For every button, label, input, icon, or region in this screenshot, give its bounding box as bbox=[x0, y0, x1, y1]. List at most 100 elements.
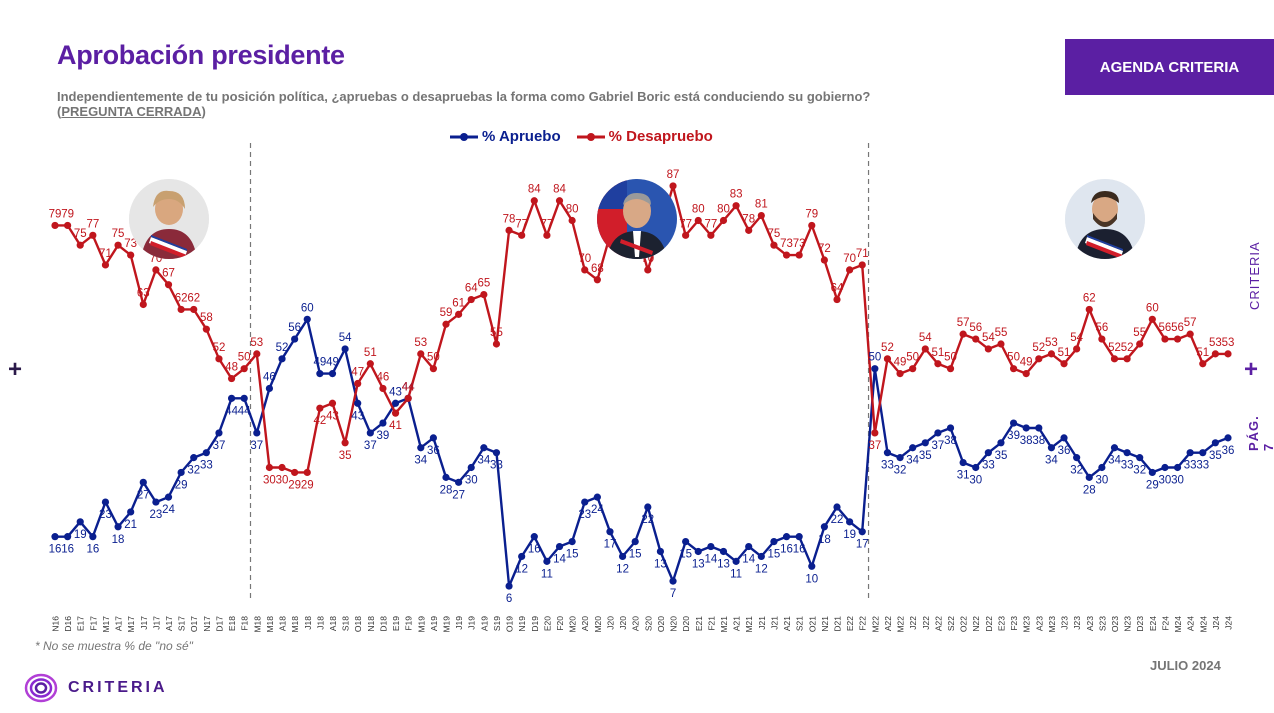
x-tick-label: M24 bbox=[1198, 616, 1208, 633]
data-point bbox=[404, 394, 412, 402]
data-point bbox=[909, 365, 917, 373]
x-tick-label: A22 bbox=[933, 616, 943, 631]
x-tick-label: A23 bbox=[1034, 616, 1044, 631]
data-label: 78 bbox=[742, 213, 755, 225]
data-label: 36 bbox=[1058, 445, 1071, 457]
data-point bbox=[190, 454, 198, 462]
data-point bbox=[820, 256, 828, 264]
data-point bbox=[921, 345, 929, 353]
data-point bbox=[265, 384, 274, 393]
question-tag-label: PREGUNTA CERRADA bbox=[61, 104, 202, 119]
data-point bbox=[757, 552, 765, 561]
page-number-label: PÁG. 7 bbox=[1246, 415, 1274, 451]
data-point bbox=[227, 374, 236, 383]
x-tick-label: A19 bbox=[429, 616, 439, 631]
data-point bbox=[1136, 454, 1144, 462]
x-tick-label: J20 bbox=[606, 616, 616, 630]
data-point bbox=[984, 345, 992, 353]
data-point bbox=[76, 518, 84, 526]
data-label: 28 bbox=[440, 484, 453, 496]
data-point bbox=[820, 523, 828, 531]
data-point bbox=[555, 542, 564, 551]
data-label: 32 bbox=[894, 465, 907, 477]
data-point bbox=[909, 444, 917, 452]
data-label: 46 bbox=[263, 371, 276, 383]
data-point bbox=[518, 552, 526, 561]
data-label: 51 bbox=[1058, 347, 1071, 359]
data-point bbox=[316, 370, 324, 378]
data-label: 34 bbox=[477, 455, 490, 467]
x-tick-label: A20 bbox=[580, 616, 590, 631]
data-point bbox=[429, 434, 437, 442]
x-tick-label: F24 bbox=[1160, 616, 1170, 631]
x-tick-label: D16 bbox=[63, 616, 73, 632]
data-point bbox=[366, 360, 374, 368]
data-point bbox=[101, 498, 110, 506]
data-label: 16 bbox=[780, 544, 793, 556]
data-point bbox=[51, 533, 59, 541]
question-tag: (PREGUNTA CERRADA) bbox=[57, 104, 206, 119]
x-tick-label: A21 bbox=[782, 616, 792, 631]
legend-disapprove: % Desapruebo bbox=[576, 128, 713, 145]
data-point bbox=[1085, 305, 1093, 314]
data-label: 52 bbox=[1032, 342, 1045, 354]
data-point bbox=[896, 370, 904, 378]
x-tick-label: D21 bbox=[833, 616, 843, 632]
x-tick-label: M20 bbox=[568, 616, 578, 633]
x-tick-label: M24 bbox=[1173, 616, 1183, 633]
data-label: 32 bbox=[187, 465, 200, 477]
x-tick-label: D17 bbox=[215, 616, 225, 632]
data-label: 75 bbox=[768, 228, 781, 240]
data-point bbox=[581, 266, 589, 274]
x-tick-label: F19 bbox=[404, 616, 414, 631]
data-point bbox=[883, 355, 892, 363]
data-point bbox=[1060, 434, 1068, 442]
data-label: 22 bbox=[831, 514, 844, 526]
data-label: 77 bbox=[515, 218, 528, 230]
data-label: 54 bbox=[339, 332, 352, 344]
data-point bbox=[341, 439, 349, 447]
data-point bbox=[543, 557, 551, 565]
x-tick-label: A22 bbox=[883, 616, 893, 631]
data-point bbox=[190, 305, 198, 314]
data-point bbox=[127, 508, 135, 516]
criteria-logo-text: CRITERIA bbox=[68, 679, 168, 696]
data-label: 46 bbox=[377, 371, 390, 383]
x-tick-label: O18 bbox=[353, 616, 363, 632]
data-label: 34 bbox=[1108, 455, 1121, 467]
data-label: 67 bbox=[162, 268, 175, 280]
x-tick-label: A18 bbox=[278, 616, 288, 631]
data-label: 33 bbox=[982, 460, 995, 472]
data-label: 21 bbox=[124, 519, 137, 531]
data-label: 44 bbox=[225, 405, 238, 417]
data-point bbox=[808, 562, 816, 570]
criteria-logo-icon bbox=[24, 673, 58, 703]
data-point bbox=[606, 528, 614, 536]
agenda-criteria-button[interactable]: AGENDA CRITERIA bbox=[1065, 39, 1274, 95]
data-point bbox=[1173, 335, 1182, 343]
data-point bbox=[442, 473, 450, 481]
data-label: 29 bbox=[175, 479, 188, 491]
data-point bbox=[959, 330, 967, 338]
x-tick-label: J18 bbox=[315, 616, 325, 630]
data-point bbox=[782, 533, 791, 541]
data-point bbox=[997, 439, 1005, 447]
data-point bbox=[921, 439, 929, 447]
data-point bbox=[1161, 463, 1169, 472]
data-point bbox=[1110, 355, 1119, 363]
x-tick-label: O23 bbox=[1110, 616, 1120, 632]
data-label: 12 bbox=[616, 563, 629, 575]
data-label: 27 bbox=[452, 489, 465, 501]
data-label: 30 bbox=[1095, 475, 1108, 487]
x-tick-label: M23 bbox=[1047, 616, 1057, 633]
data-point bbox=[164, 281, 173, 289]
data-label: 30 bbox=[465, 475, 478, 487]
data-label: 63 bbox=[137, 287, 150, 299]
data-label: 29 bbox=[1146, 479, 1159, 491]
data-point bbox=[51, 221, 59, 230]
x-tick-label: O21 bbox=[807, 616, 817, 632]
x-tick-label: M19 bbox=[442, 616, 452, 633]
data-point bbox=[442, 320, 450, 328]
x-tick-label: D18 bbox=[378, 616, 388, 632]
data-label: 54 bbox=[982, 332, 995, 344]
